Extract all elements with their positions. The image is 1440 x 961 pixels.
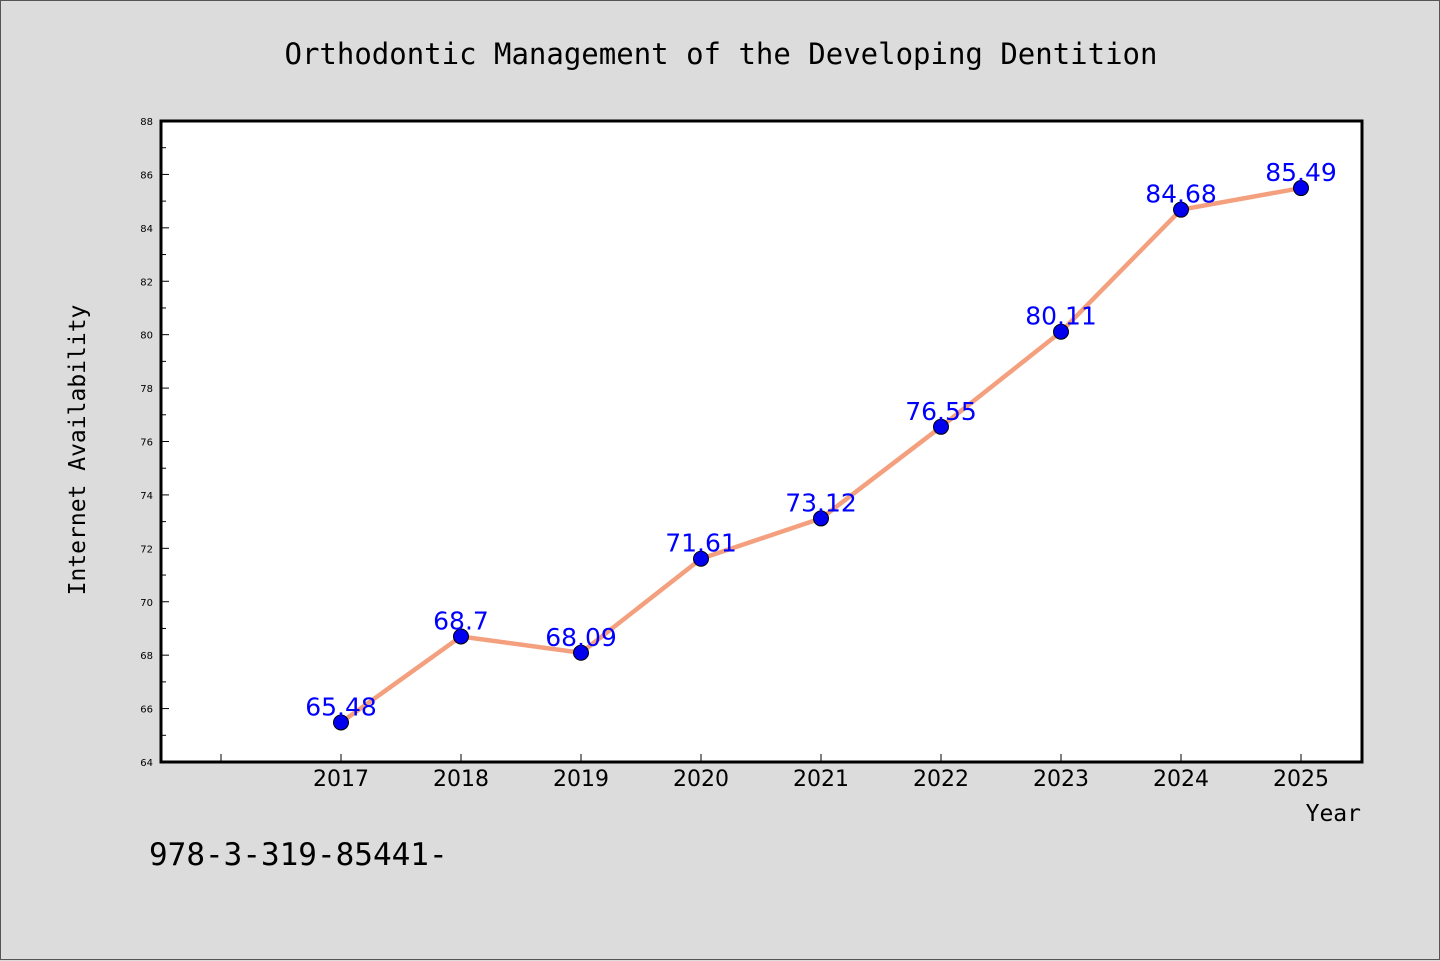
data-point-marker xyxy=(453,628,469,645)
x-tick-label: 2022 xyxy=(913,767,969,792)
y-tick-label: 76 xyxy=(140,438,153,449)
y-tick-label: 64 xyxy=(140,758,153,769)
y-tick-label: 78 xyxy=(140,384,153,395)
data-label: 84.68 xyxy=(1145,180,1217,209)
data-label-group: 65.48 68.7 68.09 71.61 73.12 76.55 80.11 84.68 8… xyxy=(305,158,1337,721)
data-label: 68.09 xyxy=(545,623,617,652)
data-label: 85.49 xyxy=(1265,158,1337,187)
footer-isbn-text: 978-3-319-85441- xyxy=(149,837,448,873)
y-tick-label: 80 xyxy=(140,331,153,342)
y-tick-label: 88 xyxy=(140,117,153,128)
data-label: 65.48 xyxy=(305,692,377,721)
data-label: 76.55 xyxy=(905,397,977,426)
data-point-marker xyxy=(693,550,709,567)
x-tick-label: 2021 xyxy=(793,767,849,792)
y-tick-label: 72 xyxy=(140,544,153,555)
data-point-marker xyxy=(1293,180,1309,197)
x-tick-label: 2017 xyxy=(313,767,369,792)
y-tick-label: 84 xyxy=(140,224,153,235)
data-label: 80.11 xyxy=(1025,302,1097,331)
data-label: 73.12 xyxy=(785,488,857,517)
data-point-marker xyxy=(573,644,589,661)
x-tick-label: 2020 xyxy=(673,767,729,792)
y-axis: 64 66 68 70 72 74 76 78 80 82 84 86 88 xyxy=(140,117,169,769)
x-tick-label: 2019 xyxy=(553,767,609,792)
x-tick-label: 2024 xyxy=(1153,767,1209,792)
y-axis-label: Internet Availability xyxy=(65,305,91,596)
y-tick-label: 66 xyxy=(140,705,153,716)
x-axis-label: Year xyxy=(1306,801,1361,827)
marker-group xyxy=(333,180,1309,731)
data-point-marker xyxy=(1053,323,1069,340)
data-label: 68.7 xyxy=(433,606,489,635)
x-tick-label: 2023 xyxy=(1033,767,1089,792)
x-axis: 2017 2018 2019 2020 2021 2022 2023 2024 2025 xyxy=(220,754,1329,792)
x-tick-label: 2025 xyxy=(1273,767,1329,792)
data-point-marker xyxy=(813,510,829,527)
y-tick-label: 68 xyxy=(140,651,153,662)
data-point-marker xyxy=(1173,201,1189,218)
data-point-marker xyxy=(933,418,949,435)
data-label: 71.61 xyxy=(665,529,737,558)
y-tick-label: 86 xyxy=(140,170,153,181)
chart-title: Orthodontic Management of the Developing… xyxy=(285,37,1158,71)
y-tick-label: 70 xyxy=(140,598,153,609)
x-tick-label: 2018 xyxy=(433,767,489,792)
y-tick-label: 74 xyxy=(140,491,153,502)
data-point-marker xyxy=(333,714,349,731)
y-tick-label: 82 xyxy=(140,277,153,288)
